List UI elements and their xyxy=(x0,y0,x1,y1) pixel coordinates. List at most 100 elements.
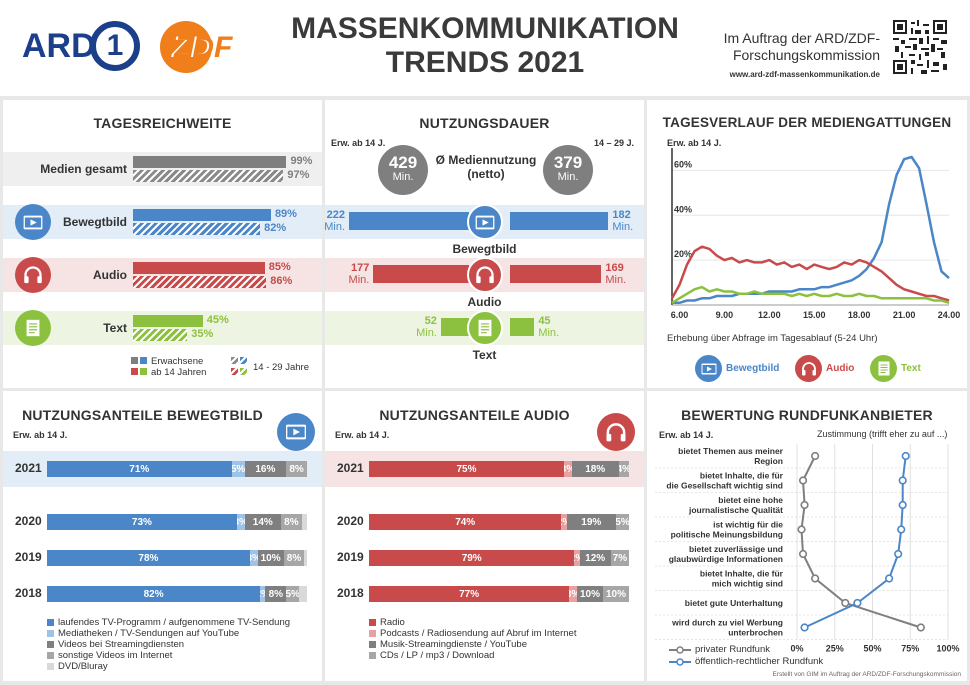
credit-text: Erstellt von GIM im Auftrag der ARD/ZDF-… xyxy=(772,671,961,678)
client-info: Im Auftrag der ARD/ZDF- Forschungskommis… xyxy=(690,30,880,83)
statement-label: wird durch zu viel Werbung unterbrochen xyxy=(671,618,783,638)
bar-segment: 8% xyxy=(265,586,287,602)
segment-value: 8% xyxy=(268,588,284,600)
bar-segment xyxy=(301,514,307,530)
reach-bar-adult xyxy=(133,209,271,221)
total-young-circle: 379 Min. xyxy=(543,145,593,195)
segment-value: 2% xyxy=(574,553,579,564)
legend-item: DVD/Bluray xyxy=(47,661,108,672)
y-tick-label: 20% xyxy=(674,249,692,259)
segment-value: 73% xyxy=(131,516,152,528)
duration-value-young: 182 Min. xyxy=(612,209,634,233)
zdf-logo-text: ZDF xyxy=(174,31,233,64)
tagesverlauf-title: TAGESVERLAUF DER MEDIENGATTUNGEN xyxy=(662,115,952,130)
data-point xyxy=(798,476,808,485)
segment-value: 3% xyxy=(237,517,245,528)
duration-bar-adult xyxy=(440,318,469,336)
segment-value: 82% xyxy=(143,588,164,600)
bar-segment: 5% xyxy=(616,514,629,530)
tagesverlauf-subtitle: Erw. ab 14 J. xyxy=(667,138,722,148)
reach-bar-adult xyxy=(133,262,265,274)
segment-value: 3% xyxy=(569,589,577,600)
legend-item: CDs / LP / mp3 / Download xyxy=(369,650,494,661)
legend-item: Radio xyxy=(369,617,405,628)
segment-value: 10% xyxy=(605,588,626,600)
data-point xyxy=(800,500,809,510)
duration-row-label: Text xyxy=(472,348,497,362)
data-point xyxy=(916,623,925,632)
segment-value: 10% xyxy=(260,552,281,564)
panel-tagesverlauf: TAGESVERLAUF DER MEDIENGATTUNGEN Erw. ab… xyxy=(647,100,967,388)
panel-bewegtbild-anteile: NUTZUNGSANTEILE BEWEGTBILD Erw. ab 14 J.… xyxy=(3,391,322,681)
legend-video-icon xyxy=(695,355,722,382)
x-tick-label: 24.00 xyxy=(938,310,961,320)
segment-value: 16% xyxy=(255,463,276,475)
website-link[interactable]: www.ard-zdf-massenkommunikation.de xyxy=(729,70,880,79)
bar-segment: 73% xyxy=(47,514,237,530)
timeline-legend: Bewegtbild Audio Text xyxy=(695,355,955,383)
nutzungsdauer-right-label: 14 – 29 J. xyxy=(593,138,634,148)
legend-private-label: privater Rundfunk xyxy=(695,644,770,655)
data-point xyxy=(800,623,809,632)
bar-segment: 10% xyxy=(577,586,603,602)
reach-legend: Erwachsene ab 14 Jahren 14 - 29 Jahre xyxy=(131,356,321,382)
reach-row-label: Audio xyxy=(93,268,127,282)
tagesreichweite-title: TAGESREICHWEITE xyxy=(93,115,232,131)
data-point xyxy=(797,525,806,534)
statement-label: bietet zuverlässige und glaubwürdige Info… xyxy=(669,544,783,564)
segment-value: 79% xyxy=(461,552,482,564)
ard-logo: ARD 1 xyxy=(22,21,142,73)
segment-value: 5% xyxy=(286,588,300,600)
bar-segment xyxy=(304,550,307,566)
avg-usage-label: Ø Mediennutzung (netto) xyxy=(435,153,537,181)
audio-headphones-icon xyxy=(597,413,635,451)
legend-public-label: öffentlich-rechtlicher Rundfunk xyxy=(695,656,824,667)
segment-value: 77% xyxy=(459,588,480,600)
bar-segment: 10% xyxy=(603,586,629,602)
nutzungsdauer-left-label: Erw. ab 14 J. xyxy=(331,138,386,148)
duration-bar-young xyxy=(510,265,602,283)
x-tick-label: 9.00 xyxy=(716,310,734,320)
panel-tagesreichweite: TAGESREICHWEITE Medien gesamt 99% 97% Beweg… xyxy=(3,100,322,388)
statement-label: bietet eine hohe journalistische Qualität xyxy=(688,495,783,515)
duration-value-young: 45 Min. xyxy=(538,315,560,339)
segment-value: 3% xyxy=(250,553,258,564)
bar-segment xyxy=(299,586,307,602)
year-label: 2018 xyxy=(15,586,42,600)
statement-label: bietet Inhalte, die für mich wichtig sind xyxy=(700,569,784,589)
year-label: 2020 xyxy=(15,514,42,528)
segment-value: 14% xyxy=(252,516,273,528)
series-line-bewegtbild xyxy=(672,155,950,305)
year-label: 2020 xyxy=(337,514,364,528)
bar-segment: 78% xyxy=(47,550,250,566)
legend-item: Videos bei Streamingdiensten xyxy=(47,639,184,650)
statement-label: ist wichtig für die politische Meinungsbi… xyxy=(671,520,784,540)
video-icon xyxy=(15,204,51,240)
reach-row-label: Bewegtbild xyxy=(62,215,127,229)
series-line-text xyxy=(671,285,950,304)
video-icon xyxy=(467,204,503,240)
qr-code-icon[interactable] xyxy=(893,20,947,74)
bewertung-scale-label: Zustimmung (trifft eher zu auf ...) xyxy=(817,429,948,439)
legend-swatch xyxy=(47,630,54,637)
legend-audio-label: Audio xyxy=(826,363,855,374)
x-tick-label: 15.00 xyxy=(803,310,826,320)
duration-bar-young xyxy=(510,318,535,336)
legend-text-label: Text xyxy=(901,363,921,374)
year-label: 2018 xyxy=(337,586,364,600)
total-adult-circle: 429 Min. xyxy=(378,145,428,195)
segment-value: 8% xyxy=(286,552,302,564)
legend-adult-label-2: ab 14 Jahren xyxy=(151,367,207,378)
reach-value-adult: 45% xyxy=(206,314,229,326)
segment-value: 10% xyxy=(579,588,600,600)
x-tick-label: 21.00 xyxy=(893,310,916,320)
bar-segment: 14% xyxy=(244,514,281,530)
data-point xyxy=(811,574,820,583)
legend-item: Musik-Streamingdienste / YouTube xyxy=(369,639,527,650)
bar-segment: 16% xyxy=(244,461,287,477)
bar-segment: 74% xyxy=(369,514,562,530)
segment-value: 4% xyxy=(618,463,629,475)
legend-swatch xyxy=(47,663,54,670)
bar-segment: 3% xyxy=(236,514,245,530)
data-point xyxy=(898,476,907,485)
